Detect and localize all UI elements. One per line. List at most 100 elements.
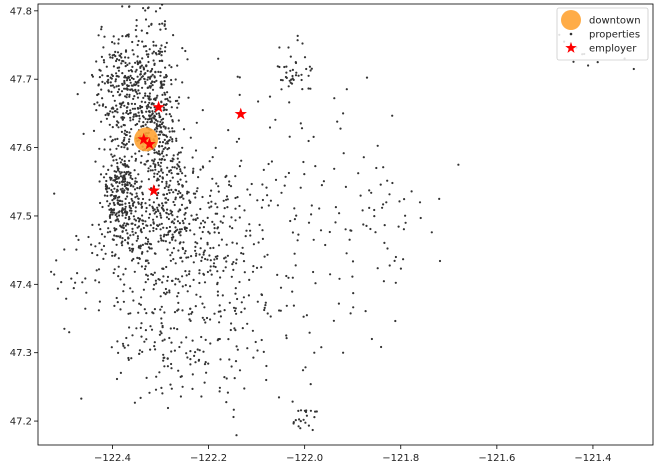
property-point <box>263 308 266 312</box>
property-point <box>108 216 112 219</box>
property-point <box>177 151 181 154</box>
property-point <box>299 420 302 423</box>
property-point <box>176 295 179 298</box>
property-point <box>102 46 105 49</box>
property-point <box>134 89 137 92</box>
property-point <box>121 212 124 215</box>
property-point <box>177 249 180 252</box>
property-point <box>362 223 365 226</box>
property-point <box>632 67 635 71</box>
property-point <box>246 188 249 191</box>
property-point <box>153 308 156 311</box>
property-point <box>166 148 169 151</box>
property-point <box>120 90 124 93</box>
property-point <box>99 201 102 205</box>
property-point <box>140 100 143 103</box>
property-point <box>128 93 131 96</box>
property-point <box>111 213 114 216</box>
property-point <box>206 243 209 246</box>
property-point <box>402 228 405 231</box>
property-point <box>154 163 157 166</box>
property-point <box>225 243 228 246</box>
y-axis: 47.247.347.447.547.647.747.8 <box>10 6 38 428</box>
property-point <box>147 105 150 108</box>
property-point <box>107 227 110 230</box>
property-point <box>218 386 221 389</box>
property-point <box>155 130 158 133</box>
employer-point <box>147 184 160 196</box>
property-point <box>119 188 122 191</box>
property-point <box>123 222 126 225</box>
property-point <box>214 265 217 269</box>
property-point <box>115 170 118 173</box>
property-point <box>142 124 145 128</box>
property-point <box>152 218 155 221</box>
property-point <box>163 338 166 341</box>
property-point <box>119 371 122 374</box>
property-point <box>178 165 181 168</box>
property-point <box>164 103 167 107</box>
property-point <box>166 357 169 360</box>
property-point <box>127 312 130 315</box>
property-point <box>188 273 191 276</box>
property-point <box>267 204 270 207</box>
property-point <box>173 218 176 221</box>
property-point <box>127 170 130 173</box>
property-point <box>162 226 165 229</box>
property-point <box>380 345 383 349</box>
property-point <box>232 415 235 419</box>
property-point <box>235 312 238 315</box>
property-point <box>134 219 138 222</box>
property-point <box>241 327 244 330</box>
property-point <box>198 349 201 352</box>
property-point <box>138 114 141 117</box>
property-point <box>410 190 413 193</box>
property-point <box>159 71 162 74</box>
property-point <box>243 271 246 274</box>
property-point <box>383 224 386 227</box>
property-point <box>125 133 128 137</box>
property-point <box>189 229 192 232</box>
property-point <box>147 25 150 28</box>
property-point <box>144 220 147 223</box>
property-point <box>126 165 129 168</box>
property-point <box>141 243 144 246</box>
property-point <box>198 226 201 229</box>
property-point <box>149 325 152 328</box>
property-point <box>248 278 251 281</box>
property-point <box>205 371 208 374</box>
property-point <box>209 194 212 197</box>
property-point <box>238 204 241 208</box>
property-point <box>137 202 140 205</box>
property-point <box>338 277 341 280</box>
property-point <box>123 132 126 135</box>
property-point <box>180 256 183 259</box>
property-point <box>154 71 157 74</box>
property-point <box>159 234 162 237</box>
property-point <box>147 262 150 265</box>
property-point <box>137 111 140 114</box>
property-point <box>170 115 173 118</box>
property-point <box>169 229 172 233</box>
property-point <box>172 200 175 204</box>
property-point <box>166 275 170 278</box>
property-point <box>120 209 123 212</box>
property-point <box>212 246 215 249</box>
property-point <box>123 155 126 158</box>
property-point <box>136 60 139 63</box>
property-point <box>153 115 157 118</box>
property-point <box>294 264 297 267</box>
property-point <box>201 230 204 234</box>
property-point <box>143 267 147 271</box>
property-point <box>151 80 154 83</box>
property-point <box>196 348 199 351</box>
property-point <box>116 340 119 343</box>
property-point <box>127 35 130 38</box>
property-point <box>187 96 190 99</box>
property-point <box>123 180 127 183</box>
property-point <box>289 55 292 58</box>
property-point <box>162 133 165 136</box>
property-point <box>124 224 127 227</box>
property-point <box>288 101 291 104</box>
